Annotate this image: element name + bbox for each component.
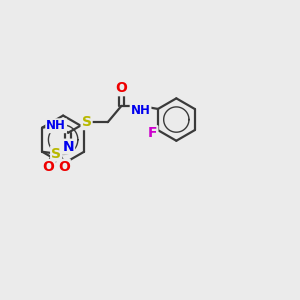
Text: N: N: [62, 140, 74, 154]
Text: O: O: [43, 160, 55, 174]
Text: O: O: [116, 81, 128, 95]
Text: F: F: [148, 126, 158, 140]
Text: S: S: [82, 115, 92, 129]
Text: O: O: [58, 160, 70, 174]
Text: S: S: [51, 147, 61, 160]
Text: NH: NH: [46, 119, 66, 132]
Text: NH: NH: [130, 104, 151, 117]
